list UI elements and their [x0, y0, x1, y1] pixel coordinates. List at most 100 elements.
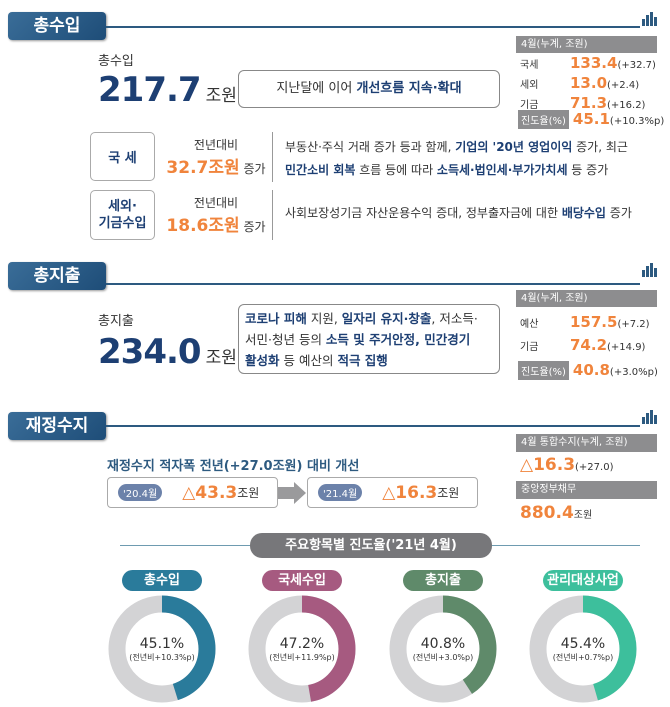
yoy-national-tax: 전년대비 32.7조원 증가 — [160, 136, 272, 178]
donut-sub: (전년비+10.3%p) — [129, 652, 195, 662]
text: 증가 — [605, 206, 632, 220]
callout-highlight: 개선흐름 지속·확대 — [356, 81, 462, 96]
delta: (+27.0) — [575, 462, 614, 473]
row-label: 예산 — [520, 319, 539, 330]
highlight-text: 배당수입 — [561, 206, 606, 220]
highlight-text: 소득 및 주거안정, 민간경기 — [325, 332, 471, 347]
donut-chart: 45.1% (전년비+10.3%p) — [108, 595, 216, 703]
progress-row: 진도율(%) 45.1(+10.3%p) — [518, 110, 664, 129]
text: 서민·청년 등의 — [245, 332, 326, 347]
donut-sub: (전년비+0.7%p) — [552, 652, 614, 662]
table-row: 기금 71.3(+16.2) — [520, 94, 645, 112]
balance-table-header: 4월 통합수지(누계, 조원) — [516, 434, 657, 452]
unit: 조원 — [205, 348, 237, 368]
row-label: 기금 — [520, 342, 539, 353]
highlight-text: 적극 집행 — [337, 353, 388, 368]
row-value: 74.2 — [570, 336, 608, 354]
balance-value: △16.3 — [382, 482, 438, 503]
row-label: 국세 — [520, 60, 539, 71]
section-title-expenditure: 총지출 — [8, 262, 106, 290]
row-delta: (+14.9) — [607, 342, 646, 353]
bar-chart-icon — [642, 410, 658, 424]
non-tax-desc: 사회보장성기금 자산운용수익 증대, 정부출자금에 대한 배당수입 증가 — [285, 202, 632, 225]
unit: 조원 — [437, 486, 460, 500]
yoy-suffix: 증가 — [239, 162, 266, 176]
text: , 저소득· — [431, 311, 478, 326]
national-tax-desc: 부동산·주식 거래 증가 등과 함께, 기업의 '20년 영업이익 증가, 최근… — [285, 136, 628, 182]
arrow-right-icon — [278, 482, 306, 504]
donut-segment — [389, 595, 497, 703]
donut-chart: 45.4% (전년비+0.7%p) — [529, 595, 637, 703]
callout-line: 활성화 등 예산의 적극 집행 — [245, 350, 493, 371]
value: △16.3 — [520, 455, 576, 475]
donut-percent: 47.2% — [279, 635, 325, 652]
section-title-balance: 재정수지 — [8, 412, 106, 440]
donut-chart: 40.8% (전년비+3.0%p) — [389, 595, 497, 703]
yoy-amount: 32.7조원 — [166, 158, 240, 178]
text: 증가, 최근 — [572, 140, 628, 154]
callout-text: 지난달에 이어 — [276, 81, 357, 96]
row-value: 71.3 — [570, 94, 608, 112]
highlight-text: 민간소비 회복 — [285, 163, 356, 177]
row-delta: (+32.7) — [617, 60, 656, 71]
donut-sub: (전년비+3.0%p) — [412, 652, 474, 662]
expenditure-callout: 코로나 피해 지원, 일자리 유지·창출, 저소득· 서민·청년 등의 소득 및 … — [238, 304, 500, 374]
value: 880.4 — [520, 503, 574, 523]
balance-curr: '21.4월 △16.3 조원 — [307, 477, 478, 508]
divider — [272, 190, 273, 240]
unit: 조원 — [237, 486, 260, 500]
donut-segment — [108, 595, 216, 703]
revenue-table-header: 4월(누계, 조원) — [516, 36, 657, 53]
bar-chart-icon — [642, 12, 658, 26]
balance-subtitle: 재정수지 적자폭 전년(+27.0조원) 대비 개선 — [107, 459, 360, 474]
revenue-callout: 지난달에 이어 개선흐름 지속·확대 — [238, 70, 500, 108]
yoy-amount: 18.6조원 — [166, 216, 240, 236]
donut-segment — [248, 595, 356, 703]
donut-sub: (전년비+11.9%p) — [269, 652, 335, 662]
row-value: 13.0 — [570, 74, 608, 92]
category-national-tax: 국 세 — [90, 132, 155, 181]
category-label: 기금수입 — [98, 216, 147, 231]
highlight-text: 기업의 '20년 영업이익 — [455, 140, 573, 154]
revenue-label: 총수입 — [98, 54, 134, 69]
donut-percent: 45.1% — [139, 635, 185, 652]
debt-header: 중앙정부채무 — [516, 481, 657, 499]
balance-table-value: △16.3(+27.0) — [520, 455, 613, 475]
bar-chart-icon — [642, 263, 658, 277]
table-row: 예산 157.5(+7.2) — [520, 313, 650, 331]
highlight-text: 일자리 유지·창출 — [341, 311, 432, 326]
donut-segment — [529, 595, 637, 703]
text: 부동산·주식 거래 증가 등과 함께, — [285, 140, 456, 154]
revenue-total: 217.7 조원 — [98, 70, 237, 110]
debt-value: 880.4조원 — [520, 503, 592, 523]
table-row: 국세 133.4(+32.7) — [520, 54, 656, 72]
divider — [106, 425, 640, 427]
category-label: 세외· — [108, 199, 137, 214]
progress-row: 진도율(%) 40.8(+3.0%p) — [518, 361, 658, 380]
yoy-suffix: 증가 — [239, 220, 266, 234]
row-label: 기금 — [520, 100, 539, 111]
expenditure-table-header: 4월(누계, 조원) — [516, 290, 657, 307]
text: 지원, — [306, 311, 342, 326]
progress-label: 총지출 — [403, 570, 483, 591]
divider — [106, 283, 640, 285]
divider — [106, 26, 640, 28]
row-label: 진도율(%) — [518, 361, 569, 380]
row-value: 40.8 — [572, 361, 610, 379]
row-delta: (+7.2) — [617, 319, 650, 330]
month-badge: '21.4월 — [318, 484, 363, 501]
row-delta: (+2.4) — [607, 80, 640, 91]
text: 등 예산의 — [279, 353, 338, 368]
expenditure-amount: 234.0 — [98, 332, 202, 372]
yoy-label: 전년대비 — [193, 138, 239, 152]
text: 사회보장성기금 자산운용수익 증대, 정부출자금에 대한 — [285, 206, 562, 220]
progress-label: 국세수입 — [262, 570, 342, 591]
yoy-label: 전년대비 — [193, 196, 239, 210]
revenue-amount: 217.7 — [98, 70, 202, 110]
donut-chart: 47.2% (전년비+11.9%p) — [248, 595, 356, 703]
donut-percent: 45.4% — [560, 635, 606, 652]
highlight-text: 활성화 — [245, 353, 280, 368]
row-delta: (+10.3%p) — [609, 116, 665, 127]
section-title-revenue: 총수입 — [8, 12, 106, 40]
row-value: 45.1 — [572, 110, 610, 128]
